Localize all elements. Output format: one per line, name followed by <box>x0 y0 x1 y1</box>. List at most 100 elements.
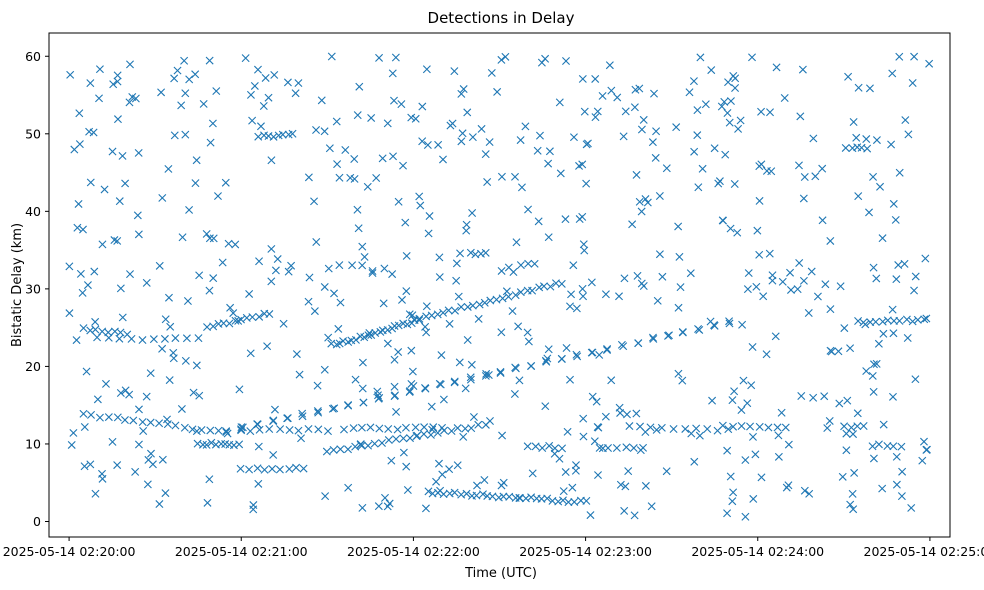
data-point <box>809 393 818 402</box>
data-point <box>195 271 204 280</box>
data-point <box>127 334 136 343</box>
data-point <box>498 294 507 303</box>
data-point <box>583 139 592 148</box>
data-point <box>678 327 687 336</box>
chart-title: Detections in Delay <box>428 9 575 27</box>
data-point <box>484 371 493 380</box>
data-point <box>874 440 883 449</box>
data-point <box>616 480 625 489</box>
data-point <box>324 333 333 342</box>
data-point <box>383 339 392 348</box>
data-point <box>401 218 410 227</box>
data-point <box>113 413 122 422</box>
data-point <box>825 416 834 425</box>
data-point <box>708 396 717 405</box>
data-point <box>555 454 564 463</box>
data-point <box>358 358 367 367</box>
data-point <box>249 505 258 514</box>
data-point <box>434 459 443 468</box>
x-axis-title: Time (UTC) <box>464 566 537 581</box>
data-point <box>795 259 804 267</box>
data-point <box>869 454 878 463</box>
data-point <box>555 98 564 107</box>
data-point <box>405 310 414 319</box>
data-point <box>846 500 855 509</box>
data-point <box>438 470 447 479</box>
y-tick-label: 10 <box>25 436 41 451</box>
data-point <box>433 428 442 437</box>
data-point <box>836 282 845 291</box>
data-point <box>889 199 898 208</box>
data-point <box>358 242 367 251</box>
data-point <box>703 425 712 433</box>
data-point <box>285 425 294 434</box>
data-point <box>82 367 91 376</box>
data-point <box>95 413 104 422</box>
data-point <box>86 79 95 88</box>
data-point <box>255 425 264 434</box>
data-point <box>818 216 827 225</box>
data-point <box>134 148 143 157</box>
data-point <box>729 422 738 431</box>
data-point <box>365 329 374 338</box>
data-point <box>349 424 358 433</box>
data-point <box>897 492 906 501</box>
data-point <box>222 427 231 436</box>
data-point <box>592 397 601 406</box>
data-point <box>723 509 732 518</box>
data-point <box>636 446 645 455</box>
data-point <box>330 289 339 298</box>
data-point <box>805 489 814 498</box>
data-point <box>598 91 607 100</box>
data-point <box>264 93 273 102</box>
data-point <box>133 211 142 220</box>
data-point <box>178 233 187 242</box>
data-point <box>693 131 702 140</box>
data-point <box>774 431 783 440</box>
data-point <box>876 182 885 191</box>
data-point <box>573 352 582 361</box>
data-point <box>366 423 375 432</box>
data-point <box>354 224 363 233</box>
data-point <box>569 261 578 270</box>
data-point <box>572 350 581 359</box>
data-point <box>840 324 849 333</box>
data-point <box>733 228 742 237</box>
data-point <box>332 117 341 126</box>
data-point <box>388 69 397 78</box>
data-point <box>494 493 503 502</box>
data-point <box>421 383 430 392</box>
data-point <box>629 444 638 453</box>
data-point <box>113 115 122 124</box>
data-point <box>158 193 167 202</box>
data-point <box>768 276 777 285</box>
data-point <box>706 317 715 326</box>
data-point <box>265 425 274 433</box>
data-point <box>320 127 329 136</box>
data-point <box>635 84 644 93</box>
data-point <box>894 261 903 270</box>
data-point <box>718 216 727 225</box>
data-point <box>333 160 342 169</box>
data-point <box>424 229 433 238</box>
data-point <box>848 489 857 498</box>
data-point <box>537 58 546 67</box>
data-point <box>324 264 333 273</box>
data-point <box>809 134 818 143</box>
data-point <box>889 329 898 338</box>
data-point <box>669 425 678 434</box>
data-point <box>185 205 194 214</box>
data-point <box>908 317 917 326</box>
data-point <box>80 423 89 431</box>
data-point <box>900 259 909 268</box>
data-point <box>294 79 303 88</box>
data-point <box>206 426 215 435</box>
data-point <box>221 178 230 187</box>
data-point <box>572 304 581 313</box>
data-point <box>557 354 566 363</box>
data-point <box>625 422 634 431</box>
data-point <box>291 89 300 98</box>
data-point <box>480 475 489 484</box>
data-point <box>545 441 554 450</box>
